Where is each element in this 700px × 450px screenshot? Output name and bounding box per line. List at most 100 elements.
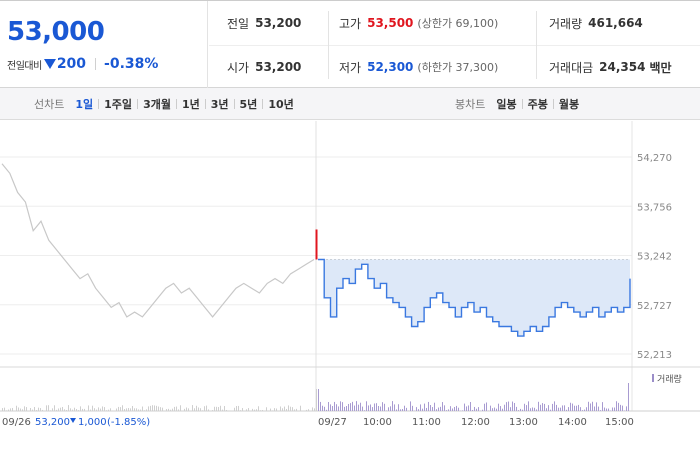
volume-bar [466, 406, 467, 411]
amount-unit: 백만 [649, 60, 672, 75]
volume-bar [268, 410, 269, 411]
volume-bar [388, 407, 389, 411]
volume-bar [110, 408, 111, 411]
volume-bar [40, 408, 41, 411]
volume-bar [78, 410, 79, 411]
volume-bar [66, 409, 67, 411]
volume-bar [360, 402, 361, 411]
volume-bar [420, 404, 421, 411]
volume-bar [512, 401, 513, 411]
volume-bar [508, 401, 509, 411]
volume-bar [618, 402, 619, 411]
volume-bar [348, 403, 349, 411]
today-fill-area [318, 259, 630, 337]
volume-bar [588, 401, 589, 411]
volume-bar [384, 403, 385, 411]
volume-bar [88, 405, 89, 411]
volume-bar [124, 409, 125, 411]
volume-bar [160, 407, 161, 411]
today-fill [318, 259, 630, 337]
volume-bar [448, 409, 449, 411]
volume-bar [300, 405, 301, 411]
volume-bar [440, 406, 441, 411]
volume-value: 461,664 [588, 16, 643, 30]
price-chart[interactable]: 54,270 53,756 53,242 52,727 52,213 거래량 09/27 10… [0, 121, 700, 450]
volume-bar [274, 408, 275, 411]
volume-bar [220, 405, 221, 411]
volume-bar [432, 407, 433, 411]
tab-1year[interactable]: 1년 [181, 98, 200, 111]
volume-bar [550, 409, 551, 411]
x-tick-label: 09/27 [318, 417, 347, 428]
volume-bar [624, 410, 625, 411]
amount-cell: 거래대금 24,354 백만 [549, 45, 672, 89]
volume-bar [242, 408, 243, 411]
x-tick-label: 12:00 [461, 417, 490, 428]
volume-bar [8, 409, 9, 411]
volume-bar [34, 406, 35, 411]
tab-1day[interactable]: 1일 [75, 98, 94, 111]
volume-bar [130, 408, 131, 411]
volume-bar [254, 409, 255, 411]
volume-bar [36, 410, 37, 411]
tab-monthly-candle[interactable]: 월봉 [558, 98, 580, 111]
volume-bar [484, 403, 485, 411]
volume-bar [506, 402, 507, 411]
volume-bar [474, 406, 475, 411]
volume-bar [372, 407, 373, 411]
volume-bar [522, 409, 523, 411]
volume-bar [584, 409, 585, 411]
change-label: 전일대비 [7, 60, 42, 72]
tab-weekly-candle[interactable]: 주봉 [527, 98, 548, 111]
volume-bar [548, 405, 549, 411]
volume-bar [22, 409, 23, 411]
volume-bar [324, 406, 325, 411]
volume-bar [514, 402, 515, 411]
volume-bar [468, 405, 469, 411]
upper-limit: (상한가 69,100) [417, 17, 499, 30]
volume-bar [258, 406, 259, 411]
volume-bar [450, 406, 451, 411]
low-value: 52,300 [367, 60, 414, 74]
divider [521, 99, 523, 109]
divider [233, 99, 235, 109]
tab-daily-candle[interactable]: 일봉 [496, 98, 517, 111]
quote-grid: 전일 53,200 시가 53,200 고가 53,500 (상한가 69,10… [209, 1, 700, 89]
tab-1week[interactable]: 1주일 [104, 98, 133, 111]
volume-bar [12, 407, 13, 411]
chart-toolbar: 선차트 1일 1주일 3개월 1년 3년 5년 10년 봉차트 일봉 주봉 월봉 [0, 88, 700, 120]
divider [137, 99, 139, 109]
volume-bar [128, 408, 129, 411]
divider [552, 99, 554, 109]
volume-bar [626, 406, 627, 411]
volume-bar [318, 389, 319, 411]
prev-day-date: 09/26 [2, 417, 31, 428]
volume-bar [402, 408, 403, 411]
volume-bar [502, 408, 503, 411]
tab-3year[interactable]: 3년 [210, 98, 229, 111]
y-tick-label: 54,270 [637, 153, 672, 164]
volume-bar [214, 406, 215, 411]
tab-10year[interactable]: 10년 [268, 98, 294, 111]
volume-bar [544, 403, 545, 411]
tab-3month[interactable]: 3개월 [143, 98, 171, 111]
prev-day-rate: (-1.85%) [107, 417, 150, 428]
volume-bar [406, 407, 407, 411]
volume-bar [54, 405, 55, 411]
volume-bar [56, 409, 57, 411]
volume-bar [136, 408, 137, 411]
volume-bar [356, 401, 357, 411]
y-tick-label: 53,242 [637, 252, 672, 263]
prev-close-label: 전일 [227, 16, 250, 31]
volume-bar [338, 406, 339, 411]
volume-bar [306, 409, 307, 411]
volume-bar [112, 410, 113, 411]
volume-bar [234, 407, 235, 411]
volume-bar [206, 405, 207, 411]
volume-bar [320, 401, 321, 411]
volume-bar [350, 403, 351, 411]
volume-bar [156, 405, 157, 411]
down-triangle-icon [70, 418, 76, 423]
tab-5year[interactable]: 5년 [239, 98, 258, 111]
volume-bar [116, 408, 117, 411]
